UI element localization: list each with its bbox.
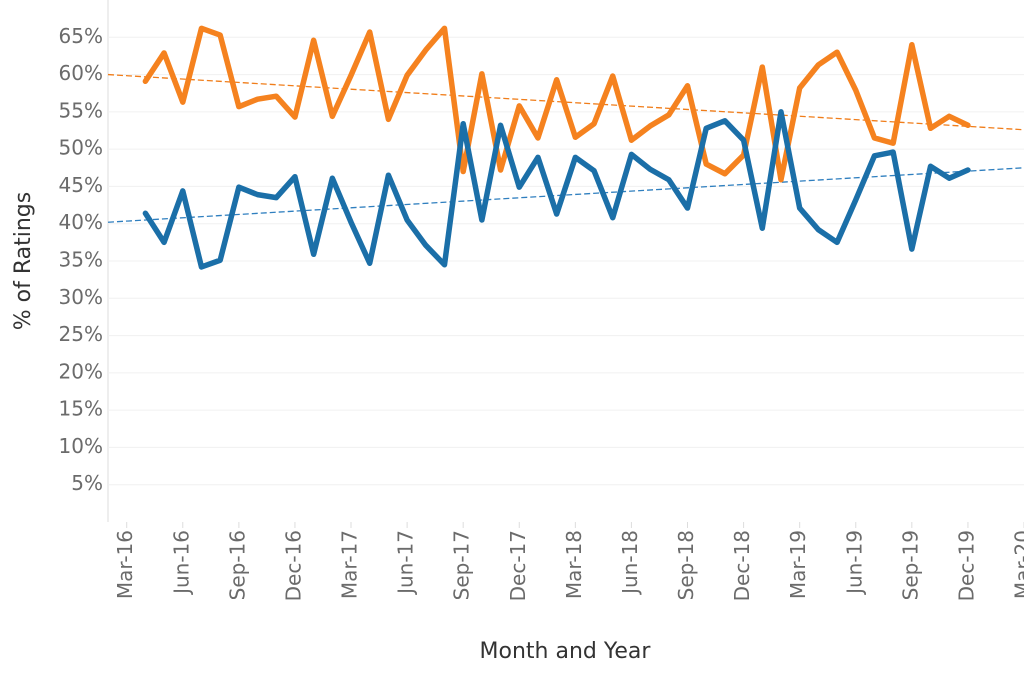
x-tick-label: Mar-19 xyxy=(786,530,810,599)
x-tick-label: Mar-17 xyxy=(338,530,362,599)
y-axis-title: % of Ratings xyxy=(11,192,36,331)
x-tick-label: Sep-17 xyxy=(450,530,474,600)
x-tick-label: Jun-17 xyxy=(394,530,418,596)
x-tick-label: Mar-18 xyxy=(562,530,586,599)
trend-line xyxy=(107,167,1024,223)
data-line xyxy=(142,25,971,183)
y-tick-label: 15% xyxy=(59,397,103,421)
x-tick-label: Dec-16 xyxy=(281,530,305,601)
x-tick-label: Jun-19 xyxy=(842,530,866,596)
y-tick-label: 25% xyxy=(59,322,103,346)
x-tick-label: Dec-19 xyxy=(954,530,978,601)
x-axis-title: Month and Year xyxy=(480,639,652,664)
y-tick-label: 45% xyxy=(59,173,103,197)
x-tick-label: Sep-18 xyxy=(674,530,698,600)
y-tick-label: 10% xyxy=(59,434,103,458)
x-tick-label: Mar-20 xyxy=(1011,530,1024,599)
y-tick-label: 65% xyxy=(59,24,103,48)
y-tick-label: 20% xyxy=(59,359,103,383)
y-tick-label: 35% xyxy=(59,248,103,272)
x-tick-label: Sep-19 xyxy=(898,530,922,600)
y-tick-label: 30% xyxy=(59,285,103,309)
y-tick-label: 50% xyxy=(59,136,103,160)
x-tick-label: Dec-17 xyxy=(506,530,530,601)
y-tick-label: 40% xyxy=(59,210,103,234)
x-tick-label: Dec-18 xyxy=(730,530,754,601)
x-tick-label: Mar-16 xyxy=(113,530,137,599)
data-line xyxy=(142,109,971,270)
y-tick-label: 55% xyxy=(59,98,103,122)
x-tick-label: Jun-18 xyxy=(618,530,642,596)
x-tick-label: Jun-16 xyxy=(169,530,193,596)
y-tick-label: 5% xyxy=(71,471,103,495)
x-tick-label: Sep-16 xyxy=(225,530,249,600)
y-tick-label: 60% xyxy=(59,61,103,85)
